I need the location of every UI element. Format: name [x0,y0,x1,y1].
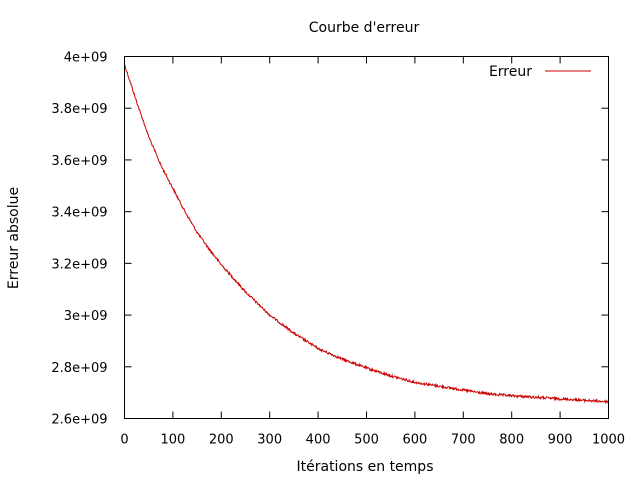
y-tick-label: 3.4e+09 [51,206,107,221]
x-tick-label: 900 [548,433,573,448]
y-tick-label: 4e+09 [64,51,108,66]
y-tick-label: 2.6e+09 [51,413,107,428]
x-tick-label: 300 [257,433,282,448]
x-tick-label: 0 [120,433,128,448]
x-tick-label: 1000 [592,433,625,448]
x-tick-label: 400 [306,433,331,448]
legend: Erreur [489,64,591,80]
plot-frame [124,56,609,419]
y-axis-label: Erreur absolue [6,187,22,289]
y-axis-ticks: 2.6e+09 2.8e+09 3e+09 3.2e+09 3.4e+09 3.6e+09… [51,51,609,428]
series-layer [124,64,609,405]
x-axis-label: Itérations en temps [297,459,434,475]
y-tick-label: 3e+09 [64,309,108,324]
x-axis-ticks: 0 100 200 300 400 500 600 700 800 900 1000 [120,56,625,448]
x-tick-label: 200 [209,433,234,448]
x-tick-label: 700 [451,433,476,448]
y-tick-label: 3.8e+09 [51,102,107,117]
x-tick-label: 600 [402,433,427,448]
x-tick-label: 100 [160,433,185,448]
legend-label-erreur: Erreur [489,64,532,80]
y-tick-label: 3.2e+09 [51,257,107,272]
chart-title: Courbe d'erreur [309,20,420,36]
y-tick-label: 2.8e+09 [51,361,107,376]
x-tick-label: 800 [499,433,524,448]
x-tick-label: 500 [354,433,379,448]
series-line-0 [124,64,609,405]
y-tick-label: 3.6e+09 [51,154,107,169]
